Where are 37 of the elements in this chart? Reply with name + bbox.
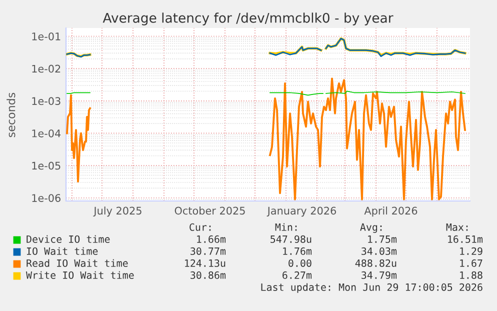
legend-label: IO Wait time: [26, 247, 98, 255]
text: 1.75m: [368, 235, 397, 243]
x-tick-label: July 2025: [93, 206, 142, 217]
text: 30.86m: [190, 271, 226, 279]
text: 1.88: [460, 271, 482, 279]
y-axis-title: seconds: [6, 92, 16, 138]
text: 6.27m: [282, 271, 312, 279]
text: Avg:: [360, 223, 382, 233]
text: Cur:: [190, 223, 211, 231]
y-tick-label: 1e-04: [32, 129, 61, 138]
text: 1.66m: [197, 235, 226, 243]
y-tick-label: 1e-06: [32, 194, 60, 202]
text: 124.13u: [185, 259, 226, 267]
y-tick-label: 1e-02: [32, 64, 60, 73]
text: Last update: Mon Jun 29 17:00:05 2026: [261, 283, 482, 293]
text: 30.77m: [190, 247, 226, 255]
legend-label: Read IO Wait time: [26, 259, 128, 267]
text: 1.76m: [283, 247, 312, 255]
y-tick-label: 1e-01: [32, 32, 60, 40]
text: 1.29: [460, 247, 482, 255]
text: 488.82u: [355, 259, 396, 267]
text: 547.98u: [270, 235, 312, 243]
chart-title: Average latency for /dev/mmcblk0 - by year: [102, 12, 394, 26]
x-tick-label: October 2025: [174, 206, 245, 215]
legend-label: Write IO Wait time: [26, 271, 134, 279]
text: 34.79m: [362, 271, 397, 279]
legend-label: Device IO time: [26, 235, 110, 243]
y-tick-label: 1e-05: [32, 162, 60, 170]
x-tick-label: January 2026: [266, 206, 336, 217]
y-tick-label: 1e-03: [32, 97, 60, 106]
text: 1.67: [460, 259, 482, 267]
text: 16.51m: [448, 235, 483, 243]
x-tick-label: April 2026: [364, 206, 418, 217]
text: 0.00: [288, 259, 312, 267]
text: Min:: [275, 223, 297, 231]
text: 34.03m: [362, 247, 397, 255]
text: Max:: [446, 223, 468, 231]
